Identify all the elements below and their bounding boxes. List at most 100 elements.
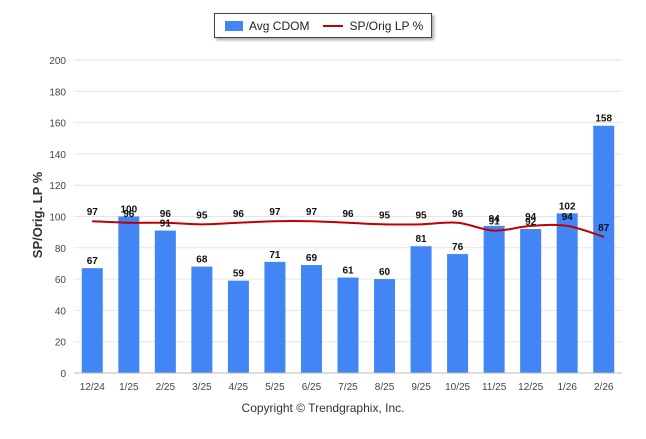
y-axis-title: SP/Orig. LP % (30, 171, 45, 258)
bar-avg-cdom (300, 265, 322, 373)
x-tick-label: 7/25 (338, 382, 358, 393)
line-value-label: 95 (196, 210, 208, 221)
copyright-text: Copyright © Trendgraphix, Inc. (241, 401, 405, 415)
line-point-sp-orig-lp (274, 220, 276, 222)
y-tick-label: 80 (55, 244, 67, 255)
bar-avg-cdom (556, 213, 578, 373)
x-tick-label: 6/25 (302, 382, 322, 393)
bar-avg-cdom (593, 125, 615, 373)
bar-avg-cdom (154, 230, 176, 373)
line-point-sp-orig-lp (384, 223, 386, 225)
bar-avg-cdom (337, 277, 359, 373)
y-tick-label: 20 (55, 338, 67, 349)
line-value-label: 96 (123, 209, 135, 220)
y-tick-label: 200 (49, 56, 66, 67)
legend-item-sp-orig-lp[interactable]: SP/Orig LP % (309, 19, 423, 33)
bar-avg-cdom (191, 266, 213, 373)
bar-avg-cdom (410, 246, 432, 373)
y-tick-label: 100 (49, 213, 66, 224)
bar-avg-cdom (483, 225, 505, 373)
x-tick-label: 1/26 (557, 382, 577, 393)
line-point-sp-orig-lp (201, 223, 203, 225)
y-tick-label: 60 (55, 275, 67, 286)
x-tick-label: 8/25 (375, 382, 395, 393)
line-point-sp-orig-lp (457, 222, 459, 224)
y-tick-label: 180 (49, 87, 66, 98)
y-tick-label: 40 (55, 306, 67, 317)
line-point-sp-orig-lp (164, 222, 166, 224)
bar-value-label: 81 (416, 234, 428, 245)
line-layer (91, 219, 605, 238)
line-point-sp-orig-lp (420, 223, 422, 225)
bar-value-label: 59 (233, 269, 245, 280)
line-point-sp-orig-lp (530, 225, 532, 227)
line-point-sp-orig-lp (347, 222, 349, 224)
line-value-label: 87 (598, 223, 610, 234)
bar-value-label: 69 (306, 253, 318, 264)
line-value-label: 97 (306, 207, 318, 218)
line-value-label: 97 (269, 207, 281, 218)
bar-value-label: 102 (559, 201, 576, 212)
bar-value-label: 71 (269, 250, 281, 261)
line-value-label: 96 (160, 209, 172, 220)
y-tick-label: 120 (49, 181, 66, 192)
bar-layer (81, 125, 615, 373)
x-tick-label: 9/25 (411, 382, 431, 393)
bar-avg-cdom (81, 268, 103, 373)
line-point-sp-orig-lp (91, 220, 93, 222)
x-tick-label: 2/25 (156, 382, 176, 393)
line-point-sp-orig-lp (310, 220, 312, 222)
bar-avg-cdom (447, 254, 469, 373)
line-value-label: 91 (489, 217, 501, 228)
bar-value-label: 76 (452, 242, 464, 253)
bar-value-label: 61 (342, 266, 354, 277)
x-tick-label: 1/25 (119, 382, 139, 393)
y-tick-label: 140 (49, 150, 66, 161)
bar-value-label: 67 (87, 256, 99, 267)
line-point-sp-orig-lp (566, 225, 568, 227)
bar-avg-cdom (520, 229, 542, 373)
bar-value-label: 68 (196, 255, 208, 266)
bar-avg-cdom (227, 280, 249, 373)
legend-item-avg-cdom[interactable]: Avg CDOM (215, 19, 309, 33)
line-value-label: 96 (233, 209, 245, 220)
line-value-label: 96 (342, 209, 354, 220)
bar-value-label: 91 (160, 219, 172, 230)
line-point-sp-orig-lp (603, 236, 605, 238)
x-tick-label: 10/25 (445, 382, 470, 393)
line-value-label: 96 (452, 209, 464, 220)
bar-avg-cdom (374, 279, 396, 373)
axis-layer: 0 20 40 60 80 100 120 140 160 180 200 12/24 1/25 2/25… (49, 56, 622, 393)
x-tick-label: 3/25 (192, 382, 212, 393)
bar-value-label: 94 (489, 214, 501, 225)
line-value-label: 97 (87, 207, 99, 218)
bar-swatch-icon (225, 20, 243, 31)
x-tick-label: 2/26 (594, 382, 614, 393)
bar-value-label: 158 (595, 114, 612, 125)
line-point-sp-orig-lp (237, 222, 239, 224)
y-tick-label: 0 (60, 369, 66, 380)
legend: Avg CDOM SP/Orig LP % (214, 13, 432, 38)
line-value-label: 95 (416, 210, 428, 221)
x-tick-label: 12/24 (80, 382, 105, 393)
line-point-sp-orig-lp (128, 222, 130, 224)
y-tick-label: 160 (49, 119, 66, 130)
bar-avg-cdom (264, 261, 286, 373)
legend-label-avg-cdom: Avg CDOM (249, 18, 310, 33)
bar-value-label: 92 (525, 217, 537, 228)
line-point-sp-orig-lp (493, 230, 495, 232)
x-tick-label: 5/25 (265, 382, 285, 393)
line-value-label: 94 (525, 212, 537, 223)
x-tick-label: 4/25 (229, 382, 249, 393)
bar-avg-cdom (118, 216, 140, 373)
bar-value-label: 100 (120, 205, 137, 216)
bar-value-label: 60 (379, 267, 391, 278)
x-tick-label: 11/25 (482, 382, 507, 393)
x-tick-label: 12/25 (518, 382, 543, 393)
line-value-label: 95 (379, 210, 391, 221)
legend-label-sp-orig-lp: SP/Orig LP % (349, 18, 424, 33)
line-swatch-icon (323, 24, 344, 27)
